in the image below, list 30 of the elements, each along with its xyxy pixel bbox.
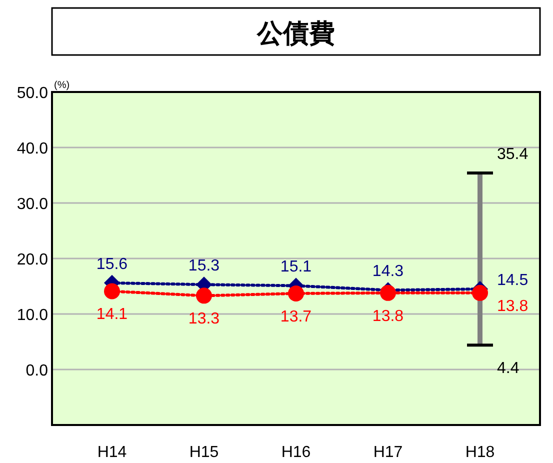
point [380, 284, 396, 301]
y-tick-label: 40.0 [16, 140, 48, 158]
data-label: 13.8 [372, 308, 404, 325]
data-label: 15.1 [280, 258, 312, 276]
y-axis-title: (%) [54, 80, 70, 91]
point [472, 284, 488, 301]
y-tick-label: 0.0 [26, 362, 48, 380]
data-label: 15.6 [96, 256, 128, 273]
x-tick-label: H17 [373, 444, 403, 461]
point [196, 288, 212, 304]
point [104, 283, 120, 300]
data-label: 13.7 [280, 308, 312, 326]
data-label: 14.3 [372, 263, 404, 280]
y-tick-label: 30.0 [16, 196, 48, 213]
y-tick-label: 20.0 [16, 252, 48, 268]
point [288, 285, 304, 302]
x-tick-label: H15 [189, 444, 219, 461]
x-tick-label: H16 [281, 444, 311, 461]
data-label: 14.5 [497, 272, 528, 290]
y-tick-label: 50.0 [16, 85, 48, 102]
data-label: 15.3 [188, 258, 220, 275]
annotation: 4.4 [497, 360, 520, 378]
data-label: 13.8 [497, 298, 528, 315]
y-tick-label: 10.0 [16, 307, 48, 324]
x-tick-label: H14 [97, 444, 127, 461]
data-label: 13.3 [188, 310, 220, 328]
chart-title: 公債費 [256, 18, 335, 48]
annotation: 35.4 [497, 146, 528, 164]
x-tick-label: H18 [465, 444, 495, 461]
data-label: 14.1 [96, 306, 128, 324]
